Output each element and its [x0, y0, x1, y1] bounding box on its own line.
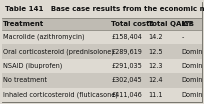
Text: 12.4: 12.4 [148, 77, 162, 83]
Bar [2, 17, 202, 30]
Text: £291,035: £291,035 [111, 63, 142, 69]
Text: 12.3: 12.3 [148, 63, 162, 69]
Text: Oral corticosteroid (prednisolone): Oral corticosteroid (prednisolone) [3, 48, 113, 55]
Text: -: - [182, 34, 184, 40]
Bar [2, 30, 202, 44]
Text: Domin: Domin [182, 77, 203, 83]
Text: Treatment: Treatment [3, 21, 44, 27]
Text: 11.1: 11.1 [148, 92, 162, 98]
Text: No treatment: No treatment [3, 77, 47, 83]
Text: Domin: Domin [182, 63, 203, 69]
Bar [2, 2, 202, 17]
Text: Total QALYs: Total QALYs [148, 21, 194, 27]
Text: 12.5: 12.5 [148, 49, 162, 55]
Bar [2, 59, 202, 73]
Text: £411,046: £411,046 [111, 92, 142, 98]
Bar [2, 73, 202, 88]
Text: Total costs: Total costs [111, 21, 154, 27]
Text: 14.2: 14.2 [148, 34, 162, 40]
Text: £302,045: £302,045 [111, 77, 142, 83]
Text: Domin: Domin [182, 92, 203, 98]
Text: ICF: ICF [182, 21, 194, 27]
Text: Inhaled corticosteroid (fluticasone): Inhaled corticosteroid (fluticasone) [3, 92, 117, 98]
Text: £289,619: £289,619 [111, 49, 142, 55]
Text: NSAID (ibuprofen): NSAID (ibuprofen) [3, 63, 62, 69]
Text: Macrolide (azithromycin): Macrolide (azithromycin) [3, 34, 84, 40]
Bar [2, 44, 202, 59]
Bar [2, 88, 202, 102]
Text: £158,404: £158,404 [111, 34, 142, 40]
Text: Domin: Domin [182, 49, 203, 55]
Text: Table 141   Base case results from the economic model: Table 141 Base case results from the eco… [5, 6, 204, 12]
